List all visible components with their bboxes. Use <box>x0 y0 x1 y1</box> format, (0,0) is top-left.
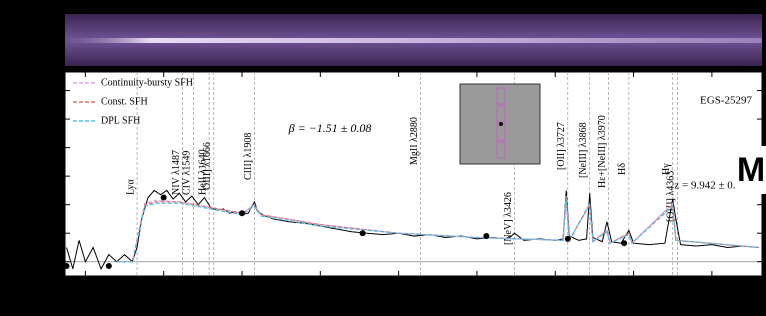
x-tick-label: 4.5 <box>627 281 641 293</box>
chart: 1.0 1.5 2.0 2.5 3.0 3.5 4.0 4.5 5.0 0.00 0.02 0.04 0… <box>0 0 766 316</box>
photometry-point <box>64 263 70 269</box>
line-label: Lyα <box>125 178 136 195</box>
overlay-letter: M <box>737 151 765 189</box>
y-tick-label: 0.04 <box>41 198 61 210</box>
x-tick-label: 4.0 <box>548 281 562 293</box>
x-tick-label: 2.0 <box>235 281 249 293</box>
photometry-point <box>483 233 489 239</box>
x-tick-label: 1.5 <box>157 281 171 293</box>
y-tick-label: 0.00 <box>41 255 61 267</box>
y-tick-label: 0.06 <box>41 170 61 182</box>
photometry-point <box>239 210 245 216</box>
inset-image <box>460 84 540 164</box>
line-label: [NeV] λ3426 <box>503 192 514 245</box>
plot-area <box>65 72 762 276</box>
x-tick-label: 1.0 <box>78 281 92 293</box>
line-label: MgII λ2880 <box>409 117 420 165</box>
line-label: NIV λ1487 <box>171 150 182 195</box>
annotation: EGS-25297 <box>700 95 752 107</box>
inset-source <box>499 122 503 126</box>
photometry-point <box>565 236 571 242</box>
photometry-point <box>360 230 366 236</box>
line-label: CIII] λ1908 <box>243 133 254 180</box>
y-tick-label: 0.10 <box>41 113 61 125</box>
spectrum-2d-trace <box>65 38 762 43</box>
x-tick-label: 2.5 <box>313 281 327 293</box>
line-label: [OII] λ3727 <box>556 122 567 170</box>
photometry-point <box>621 240 627 246</box>
x-tick-label: 5.0 <box>705 281 719 293</box>
line-label: OIII] λ1666 <box>202 142 213 190</box>
annotation: β = −1.51 ± 0.08 <box>288 121 372 135</box>
x-tick-label: 3.0 <box>392 281 406 293</box>
x-axis-label: Observed wavelength /μm <box>358 297 474 309</box>
y-tick-label: 0.02 <box>41 227 60 239</box>
photometry-point <box>161 195 167 201</box>
line-label: Hε+[NeIII] λ3970 <box>597 115 608 188</box>
y-axis-label: fλ / × 10⁻¹⁹ erg s⁻¹ cm⁻² Å⁻¹ <box>14 106 26 234</box>
line-label: Hδ <box>617 163 628 175</box>
line-label: [NeIII] λ3868 <box>578 122 589 178</box>
page: 1.0 1.5 2.0 2.5 3.0 3.5 4.0 4.5 5.0 0.00 0.02 0.04 0… <box>0 0 766 316</box>
y-tick-label: 0.12 <box>41 84 60 96</box>
photometry-point <box>106 263 112 269</box>
legend-label: Const. SFH <box>101 96 148 107</box>
x-tick-label: 3.5 <box>470 281 484 293</box>
legend-label: Continuity-bursty SFH <box>101 77 193 88</box>
legend-label: DPL SFH <box>101 115 140 126</box>
line-label: CIV λ1549 <box>182 151 193 195</box>
y-tick-label: 0.08 <box>41 141 61 153</box>
